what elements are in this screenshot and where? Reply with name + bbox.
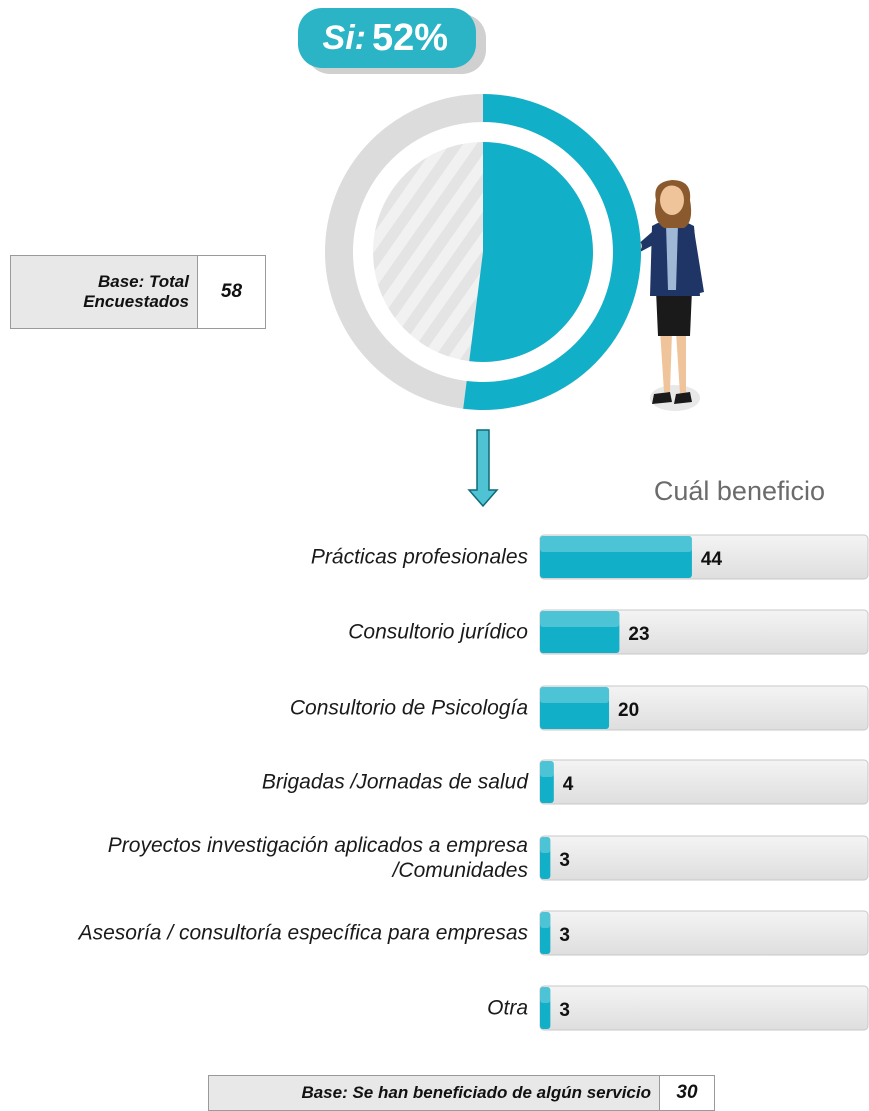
bar-track [539,985,869,1031]
figure [632,180,704,411]
category-label: Consultorio jurídico [348,620,528,644]
bar-highlight [540,687,610,703]
bubble-value: 52% [372,17,448,59]
value-label: 20 [618,700,640,721]
base-value: 58 [220,281,243,302]
donut-inner-segment [469,142,593,362]
bar [540,761,554,803]
bar [540,611,620,653]
bar [540,987,551,1029]
category-label: Asesoría / consultoría específica para e… [78,921,528,945]
bar-track [539,759,869,805]
bar [540,837,551,879]
donut-segment [463,94,642,410]
value-label: 44 [700,549,723,570]
base-label: Base: Total Encuestados [11,256,198,328]
value-label: 3 [559,925,570,946]
bubble [298,8,476,68]
bar-highlight [540,912,551,928]
bar [540,912,551,954]
bar-highlight [540,837,551,853]
category-label: Prácticas profesionales [310,545,528,569]
base-label: Base: Se han beneficiado de algún servic… [209,1076,660,1110]
category-label: Proyectos investigación aplicados a empr… [107,834,528,882]
bar-highlight [540,611,620,627]
chart-title: Cuál beneficio [653,476,825,506]
category-label: Otra [487,996,528,1020]
bar-highlight [540,987,551,1003]
base-value: 30 [676,1082,698,1103]
value-label: 4 [562,774,574,795]
bar [540,687,610,729]
base-note: Base: Total Encuestados 58 [10,255,266,329]
bar [540,536,692,578]
value-label: 23 [628,624,650,645]
category-label: Brigadas /Jornadas de salud [261,770,528,794]
category-label: Consultorio de Psicología [289,696,528,720]
bubble-category: Si: [323,19,366,57]
base-note: Base: Se han beneficiado de algún servic… [208,1075,715,1111]
bar-highlight [540,536,692,552]
bar-highlight [540,761,554,777]
value-label: 3 [559,1000,570,1021]
value-label: 3 [559,850,570,871]
bar-track [539,835,869,881]
arrow [467,429,499,508]
bar-track [539,910,869,956]
